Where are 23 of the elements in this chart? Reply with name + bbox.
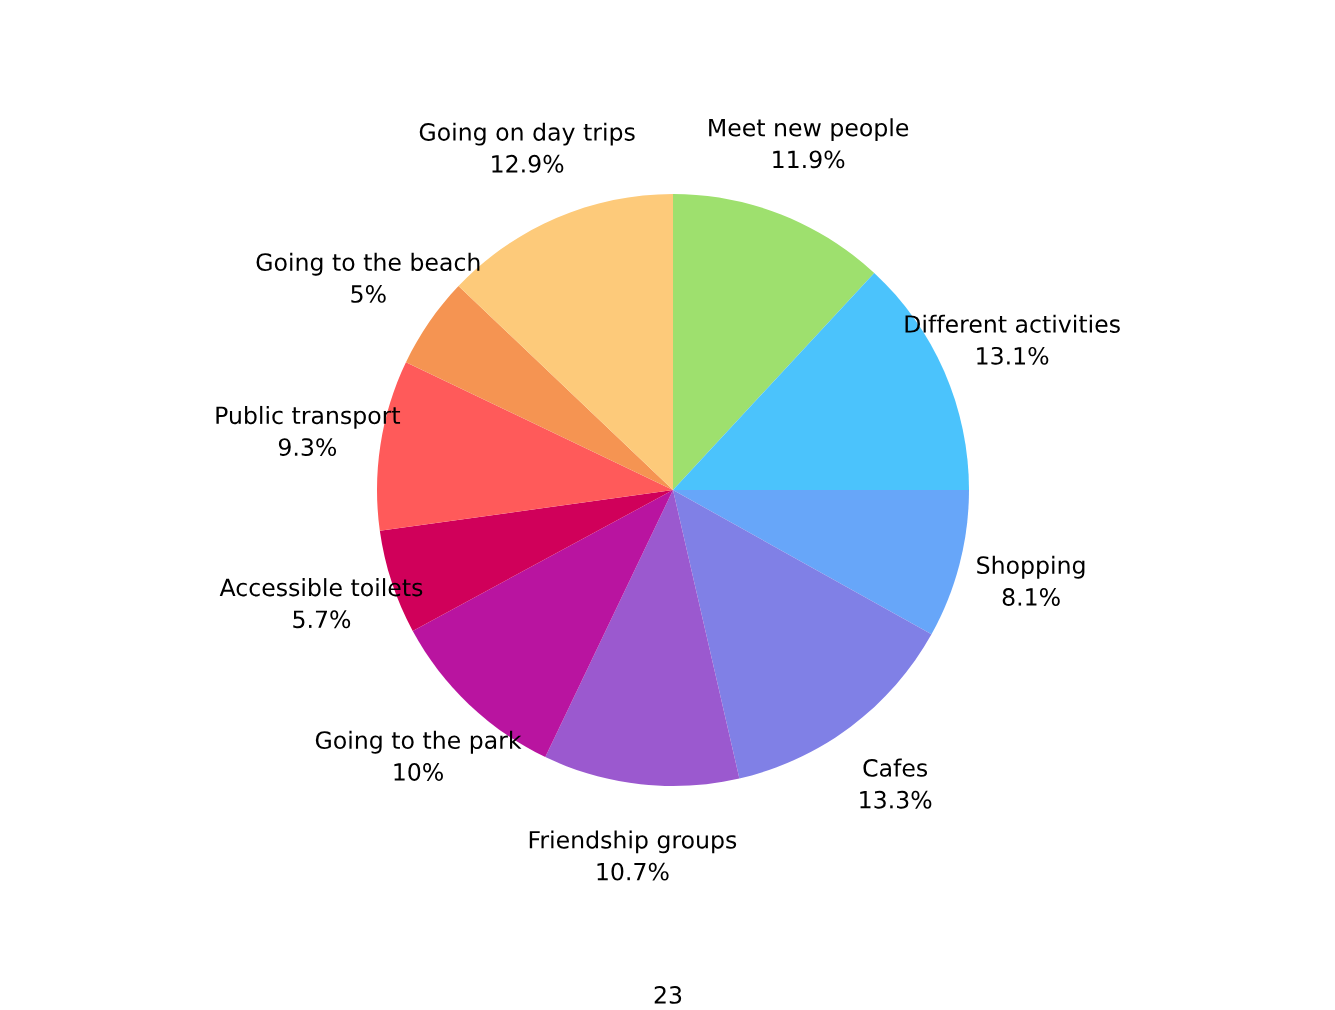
slice-label: Going on day trips (419, 122, 635, 146)
data-label: 10% (394, 763, 443, 781)
data-label: 13.1% (977, 346, 1049, 365)
pie-slice (673, 194, 875, 490)
slice-label: Meet new people (709, 118, 909, 142)
data-label: 11.9% (773, 150, 845, 169)
pie-slice (545, 490, 740, 786)
data-label: 13.3% (860, 790, 932, 809)
slice-label: Going to the park (315, 730, 522, 754)
text: 23 (654, 985, 682, 1004)
pie-slice (673, 490, 932, 779)
data-label: 8.1% (1002, 588, 1060, 606)
data-label: 5.7% (293, 610, 351, 629)
data-label: 9.3% (278, 438, 337, 457)
data-label: 5% (351, 285, 386, 303)
pie-slice (405, 286, 673, 490)
slice-label: Friendship groups (529, 830, 737, 854)
data-label: 12.9% (492, 154, 564, 173)
slice-label: Cafes (863, 758, 928, 777)
data-label: 10.7% (597, 862, 669, 881)
pie-slice (673, 490, 969, 635)
slice-label: Going to the beach (256, 252, 480, 276)
slice-label: Shopping (977, 555, 1085, 579)
